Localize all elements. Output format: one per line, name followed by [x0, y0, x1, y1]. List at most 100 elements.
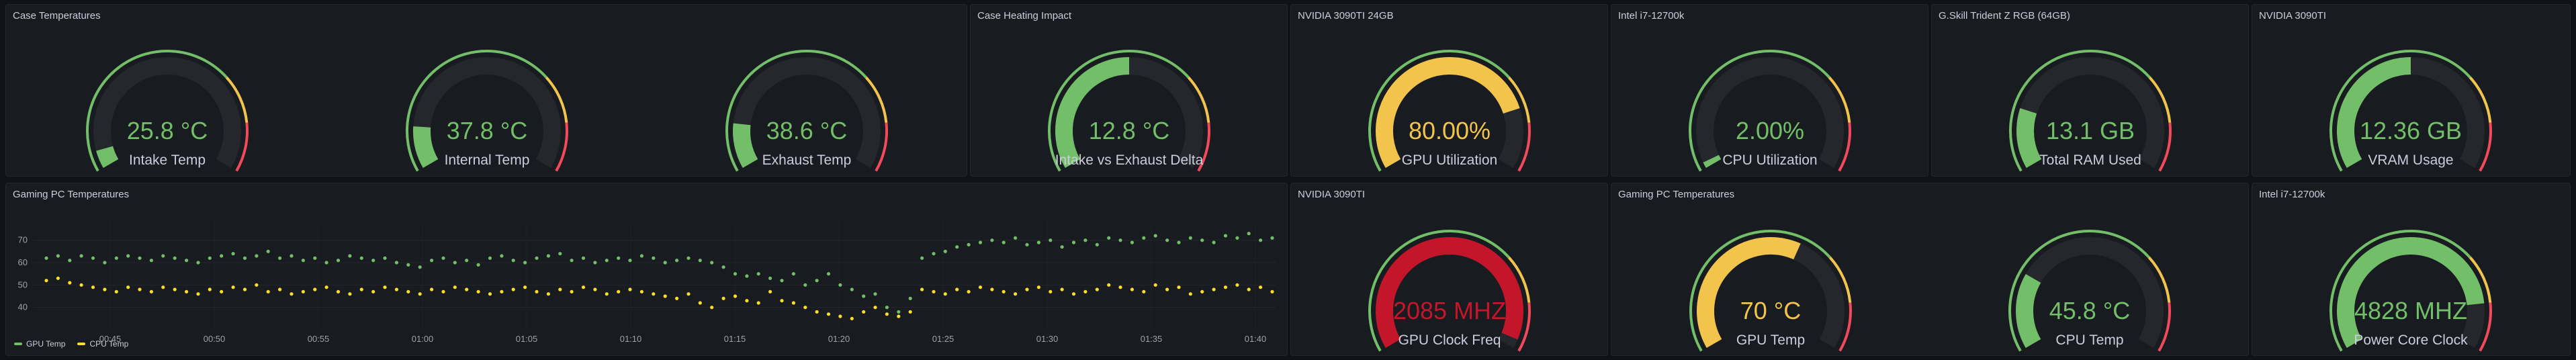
- y-tick-label: 50: [18, 279, 28, 289]
- cpu-temp-point: [675, 296, 679, 300]
- gpu-temp-point: [628, 259, 632, 263]
- panel-title[interactable]: Case Temperatures: [13, 10, 101, 21]
- gpu-temp-point: [371, 259, 375, 263]
- gauge-intake-temp: 25.8 °C Intake Temp: [85, 50, 249, 172]
- cpu-temp-point: [91, 285, 95, 289]
- gpu-temp-point: [756, 272, 760, 276]
- cpu-temp-point: [266, 289, 270, 294]
- gauge-track: [733, 57, 881, 168]
- cpu-temp-point: [430, 287, 434, 291]
- cpu-temp-point: [56, 276, 60, 280]
- cpu-temp-point: [500, 289, 504, 294]
- gauge-threshold-green: [85, 50, 228, 172]
- gauge-value: 70 °C: [1740, 297, 1801, 324]
- gauge-threshold-orange: [864, 77, 888, 123]
- gpu-temp-point: [1014, 236, 1018, 240]
- gpu-temp-point: [453, 261, 457, 265]
- gpu-temp-point: [138, 256, 142, 260]
- panel-title[interactable]: NVIDIA 3090TI 24GB: [1298, 10, 1394, 21]
- gauge-threshold-red: [1517, 122, 1531, 172]
- cpu-temp-point: [967, 289, 971, 294]
- cpu-temp-point: [371, 289, 375, 294]
- gauge-track: [93, 57, 241, 168]
- cpu-temp-point: [79, 283, 83, 287]
- panel-title[interactable]: NVIDIA 3090TI: [1298, 189, 1366, 200]
- panel-title[interactable]: NVIDIA 3090TI: [2259, 10, 2327, 21]
- cpu-temp-point: [1142, 289, 1146, 294]
- cpu-temp-point: [511, 287, 515, 291]
- gpu-temp-point: [803, 283, 807, 287]
- cpu-temp-point: [1014, 292, 1018, 296]
- gauge-threshold-red: [2479, 122, 2492, 172]
- x-tick-label: 00:50: [204, 334, 226, 344]
- cpu-temp-point: [663, 294, 667, 298]
- gauge-threshold-red: [1838, 122, 1851, 172]
- gpu-temp-point: [1118, 238, 1122, 242]
- gpu-temp-point: [1002, 240, 1006, 244]
- gauge-threshold-red: [2479, 302, 2492, 352]
- panel-title[interactable]: Case Heating Impact: [977, 10, 1072, 21]
- cpu-temp-point: [1083, 289, 1087, 294]
- gpu-temp-point: [242, 256, 247, 260]
- gpu-temp-point: [1200, 238, 1204, 242]
- gpu-temp-point: [1083, 238, 1087, 242]
- cpu-temp-point: [1095, 287, 1099, 291]
- cpu-temp-point: [359, 287, 363, 291]
- gpu-temp-point: [838, 283, 842, 287]
- x-tick-label: 01:30: [1036, 334, 1059, 344]
- gpu-temp-point: [663, 261, 667, 265]
- cpu-temp-point: [721, 296, 725, 300]
- gpu-temp-point: [733, 272, 738, 276]
- cpu-temp-point: [850, 316, 854, 320]
- gauge-value: 38.6 °C: [766, 117, 847, 144]
- gpu-temp-point: [639, 254, 644, 258]
- cpu-temp-point: [301, 289, 305, 294]
- gauge-cpu-utilization: 2.00% CPU Utilization: [1688, 50, 1851, 172]
- x-tick-label: 01:05: [516, 334, 538, 344]
- gauge-value: 2085 MHZ: [1393, 297, 1506, 324]
- cpu-temp-point: [476, 289, 480, 294]
- gauge-threshold-orange: [2469, 257, 2492, 303]
- cpu-temp-point: [546, 292, 551, 296]
- panel-gaming-pc-temperatures-timeseries: Gaming PC Temperatures 40 50 60 70 00:45 00:5…: [5, 183, 1288, 356]
- panel-case-heating-impact: Case Heating Impact 12.8 °C Intake vs Exh…: [970, 4, 1288, 177]
- cpu-temp-point: [990, 287, 994, 291]
- panel-cpu-utilization: Intel i7-12700k 2.00% CPU Utilization: [1611, 4, 1928, 177]
- gauge-value-arc: [413, 126, 439, 168]
- panel-title[interactable]: Gaming PC Temperatures: [13, 189, 130, 200]
- gauge-threshold-red: [2158, 302, 2171, 352]
- gpu-temp-point: [1071, 240, 1076, 244]
- gpu-temp-point: [1095, 242, 1099, 246]
- cpu-temp-point: [348, 292, 352, 296]
- gpu-temp-point: [324, 261, 328, 265]
- cpu-temp-point: [978, 285, 983, 289]
- gpu-temp-point: [780, 279, 784, 283]
- gauge-value-arc: [1697, 237, 1801, 348]
- gpu-temp-point: [990, 238, 994, 242]
- legend-item-cpu-temp[interactable]: CPU Temp: [77, 339, 128, 349]
- panel-title[interactable]: G.Skill Trident Z RGB (64GB): [1939, 10, 2070, 21]
- gauge-value-arc: [2016, 108, 2042, 168]
- gauge-label: GPU Temp: [1736, 332, 1805, 348]
- panel-title[interactable]: Intel i7-12700k: [1618, 10, 1685, 21]
- panel-title[interactable]: Intel i7-12700k: [2259, 189, 2325, 200]
- gpu-temp-point: [1259, 238, 1263, 242]
- cpu-temp-point: [838, 314, 842, 318]
- cpu-temp-point: [255, 283, 259, 287]
- cpu-temp-point: [826, 312, 831, 316]
- cpu-temp-point: [149, 289, 153, 294]
- gpu-temp-point: [185, 259, 189, 263]
- gpu-temp-point: [605, 259, 609, 263]
- legend-item-gpu-temp[interactable]: GPU Temp: [14, 339, 65, 349]
- gauge-cpu-temp: 45.8 °C CPU Temp: [2008, 230, 2171, 352]
- gpu-temp-point: [220, 254, 224, 258]
- x-tick-label: 00:55: [308, 334, 330, 344]
- gpu-temp-point: [826, 272, 831, 276]
- cpu-temp-point: [558, 287, 562, 291]
- gpu-temp-point: [570, 259, 574, 263]
- gauge-label: Internal Temp: [445, 152, 530, 168]
- gauge-threshold-orange: [1828, 257, 1852, 303]
- cpu-temp-point: [1200, 289, 1204, 294]
- cpu-temp-point: [628, 287, 632, 291]
- panel-title[interactable]: Gaming PC Temperatures: [1618, 189, 1735, 200]
